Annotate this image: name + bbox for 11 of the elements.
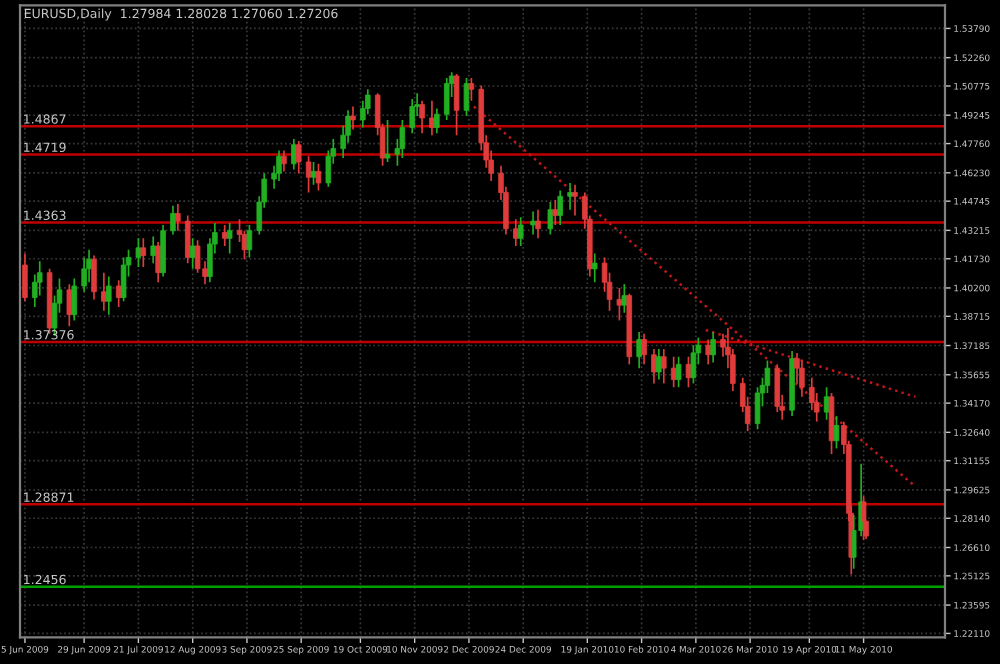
candlestick <box>315 162 322 192</box>
candlestick <box>468 77 475 102</box>
candlestick <box>140 237 147 268</box>
candlestick <box>246 224 253 259</box>
candlestick <box>690 344 697 385</box>
candlestick <box>833 415 840 450</box>
candlestick <box>754 386 761 431</box>
candlestick <box>120 256 127 303</box>
candlestick <box>675 355 682 389</box>
candlestick <box>453 73 460 137</box>
candlestick <box>350 105 356 131</box>
